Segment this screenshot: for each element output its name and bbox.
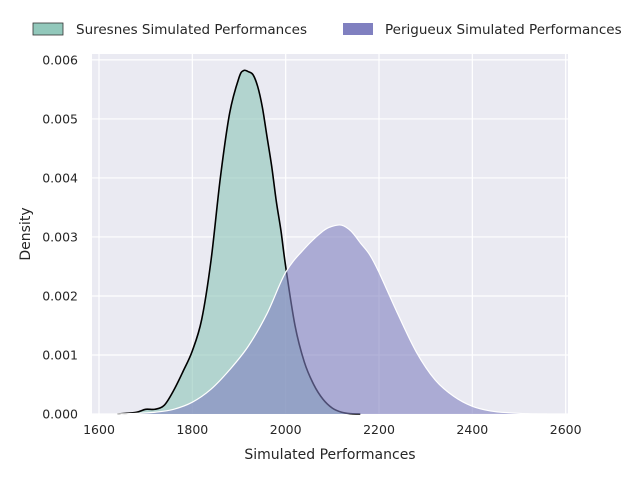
density-areas — [117, 69, 548, 415]
density-area-suresnes — [117, 70, 361, 415]
y-tick-label: 0.006 — [42, 52, 78, 67]
y-tick-labels: 0.000 0.001 0.002 0.003 0.004 0.005 0.006 — [42, 52, 78, 421]
legend-label-suresnes: Suresnes Simulated Performances — [76, 22, 307, 38]
density-area-perigueux — [117, 224, 548, 414]
x-tick-labels: 1600 1800 2000 2200 2400 2600 — [83, 422, 582, 437]
legend-swatch-perigueux — [343, 23, 373, 35]
x-tick-label: 1800 — [176, 422, 208, 437]
legend-swatch-suresnes — [32, 22, 64, 36]
y-tick-label: 0.004 — [42, 170, 78, 185]
x-tick-label: 2000 — [270, 422, 302, 437]
y-tick-label: 0.000 — [42, 407, 78, 422]
x-tick-label: 1600 — [83, 422, 115, 437]
legend-label-perigueux: Perigueux Simulated Performances — [385, 22, 622, 38]
x-axis-label: Simulated Performances — [244, 447, 415, 463]
x-tick-label: 2600 — [550, 422, 582, 437]
y-axis-label: Density — [18, 207, 34, 260]
y-tick-label: 0.003 — [42, 229, 78, 244]
legend: Suresnes Simulated Performances Perigueu… — [32, 22, 622, 38]
x-tick-label: 2200 — [363, 422, 395, 437]
y-tick-label: 0.002 — [42, 288, 78, 303]
y-tick-label: 0.005 — [42, 111, 78, 126]
density-line-perigueux — [117, 224, 548, 415]
x-tick-label: 2400 — [456, 422, 488, 437]
y-tick-label: 0.001 — [42, 347, 78, 362]
